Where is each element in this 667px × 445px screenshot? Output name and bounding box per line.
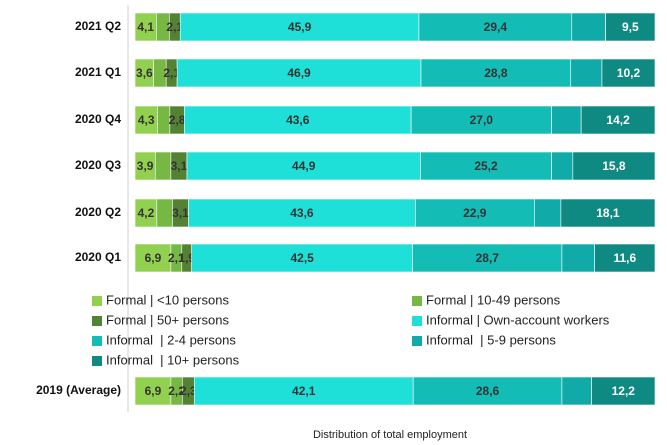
y-tick-label: 2020 Q3 [75,158,121,172]
data-label: 46,9 [287,66,311,80]
bar-segment [551,151,574,181]
legend-label: Informal | 2-4 persons [106,332,236,347]
legend-swatch [92,356,102,366]
bar-segment [412,243,563,273]
bar-segment [410,105,552,135]
y-tick-label: 2020 Q4 [75,112,121,126]
legend-label: Informal | 5-9 persons [426,332,556,347]
data-label: 11,6 [613,251,636,265]
data-label: 2,1 [168,251,185,265]
data-label: 2,3 [180,384,197,398]
data-label: 9,5 [622,20,639,34]
data-label: 2,1 [163,66,180,80]
bar-segment [134,376,172,406]
bar-segment [156,198,173,228]
data-label: 10,2 [617,66,641,80]
data-label: 4,3 [138,113,155,127]
legend-label: Formal | 10-49 persons [426,292,561,307]
bar-segment [605,12,656,42]
data-label: 42,1 [292,384,316,398]
data-label: 44,9 [292,159,316,173]
data-label: 18,1 [596,206,620,220]
y-tick-label: 2021 Q1 [75,65,121,79]
legend-swatch [412,296,422,306]
bar-segment [176,58,422,88]
y-tick-label: 2020 Q2 [75,205,121,219]
y-tick-label: 2021 Q2 [75,19,121,33]
bar-segment [572,151,656,181]
data-label: 42,5 [291,251,315,265]
data-label: 4,2 [138,206,155,220]
legend-label: Informal | Own-account workers [426,312,610,327]
bar-segment [186,151,421,181]
bar-segment [591,376,656,406]
bar-segment [561,243,595,273]
data-label: 12,2 [612,384,636,398]
bar-segment [420,151,552,181]
bar-segment [561,376,592,406]
data-label: 2,8 [169,113,186,127]
data-label: 28,7 [476,251,500,265]
bar-segment [154,151,172,181]
bar-segment [184,105,412,135]
data-label: 27,0 [470,113,494,127]
y-tick-label: 2020 Q1 [75,250,121,264]
data-label: 28,6 [476,384,500,398]
data-label: 15,8 [602,159,626,173]
bar-segment [560,198,656,228]
bar-segment [193,376,414,406]
data-label: 2,1 [166,20,183,34]
bar-segment [551,105,582,135]
data-label: 45,9 [288,20,312,34]
bar-segment [601,58,656,88]
bar-segment [191,243,413,273]
data-label: 1,9 [178,251,195,265]
data-label: 29,4 [484,20,508,34]
bar-segment [534,198,562,228]
data-label: 22,9 [463,206,487,220]
data-label: 6,9 [145,384,162,398]
legend-swatch [412,336,422,346]
data-label: 6,9 [145,251,162,265]
data-label: 3,6 [136,66,153,80]
data-label: 14,2 [606,113,630,127]
bar-segment [571,12,606,42]
data-label: 3,1 [171,159,188,173]
legend-label: Formal | 50+ persons [106,312,229,327]
bar-segment [420,58,572,88]
data-label: 28,8 [484,66,508,80]
legend-swatch [92,336,102,346]
legend-label: Formal | <10 persons [106,292,229,307]
legend-label: Informal | 10+ persons [106,352,240,367]
x-axis-label: Distribution of total employment [313,429,467,441]
data-label: 25,2 [474,159,498,173]
legend-swatch [412,316,422,326]
data-label: 43,6 [290,206,314,220]
data-label: 4,1 [137,20,154,34]
data-label: 2,2 [168,384,185,398]
legend-swatch [92,316,102,326]
data-label: 43,6 [286,113,310,127]
bar-segment [570,58,603,88]
data-label: 3,9 [137,159,154,173]
y-tick-label: 2019 (Average) [36,383,121,397]
bar-segment [188,198,416,228]
legend-swatch [92,296,102,306]
data-label: 3,1 [172,206,189,220]
bar-segment [134,243,172,273]
bar-segment [594,243,656,273]
bar-segment [580,105,656,135]
